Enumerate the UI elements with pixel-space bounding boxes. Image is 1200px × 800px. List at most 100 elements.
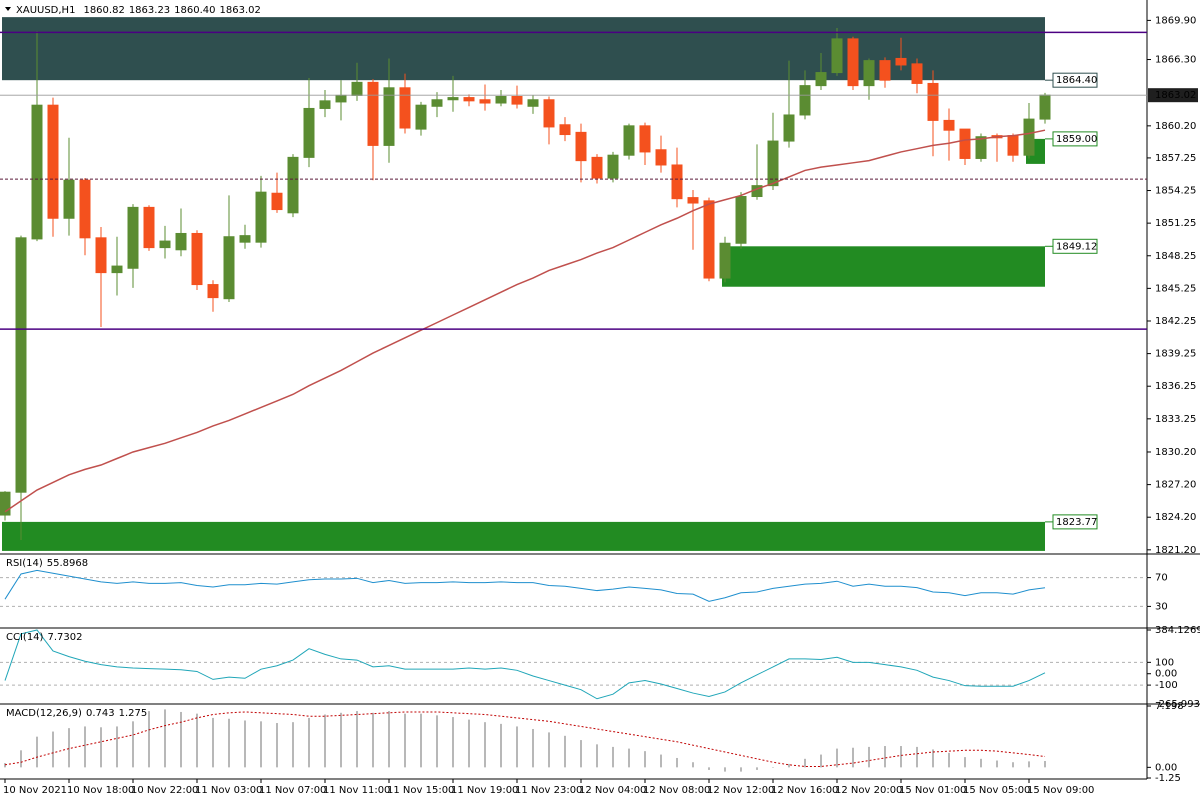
y-tick-label: 1830.20 bbox=[1155, 447, 1196, 458]
x-tick-label: 12 Nov 12:00 bbox=[707, 785, 774, 796]
macd-bar bbox=[756, 767, 758, 770]
candle-body bbox=[831, 38, 843, 74]
current-price-box bbox=[1148, 88, 1198, 103]
macd-bar bbox=[868, 746, 870, 768]
macd-bar bbox=[660, 754, 662, 768]
x-tick-label: 11 Nov 19:00 bbox=[451, 785, 518, 796]
macd-bar bbox=[212, 717, 214, 768]
candle-body bbox=[911, 63, 923, 84]
candle-body bbox=[0, 491, 11, 516]
candle-body bbox=[159, 240, 171, 249]
candle-body bbox=[143, 206, 155, 249]
candle-body bbox=[1023, 118, 1035, 156]
macd-bar bbox=[852, 747, 854, 768]
macd-bar bbox=[820, 754, 822, 768]
macd-bar bbox=[372, 712, 374, 768]
zone-label: 1864.40 bbox=[1056, 75, 1097, 86]
candle-body bbox=[623, 125, 635, 156]
macd-bar bbox=[916, 746, 918, 768]
indicator-title: CCI(14) bbox=[6, 632, 44, 643]
candle-body bbox=[943, 119, 955, 131]
y-tick-label: 7.198 bbox=[1155, 701, 1184, 712]
indicator-value: 55.8968 bbox=[47, 558, 88, 569]
macd-bar bbox=[548, 732, 550, 768]
macd-bar bbox=[676, 757, 678, 768]
zone-label: 1823.77 bbox=[1056, 517, 1097, 528]
zone-label-box bbox=[1052, 131, 1098, 147]
candle-body bbox=[239, 235, 251, 243]
y-tick-label: 1833.25 bbox=[1155, 414, 1196, 425]
candle-body bbox=[335, 94, 347, 103]
x-tick-label: 10 Nov 18:00 bbox=[67, 785, 134, 796]
y-tick-label: 1854.25 bbox=[1155, 186, 1196, 197]
zone-label-box bbox=[1052, 72, 1098, 88]
menu-arrow[interactable] bbox=[5, 7, 11, 11]
ohlc-value: 1860.82 bbox=[83, 5, 124, 16]
macd-bar bbox=[692, 762, 694, 768]
macd-bar bbox=[68, 728, 70, 768]
y-tick-label: 1827.20 bbox=[1155, 480, 1196, 491]
candle-body bbox=[575, 131, 587, 162]
macd-bar bbox=[532, 728, 534, 768]
candle-body bbox=[671, 164, 683, 200]
macd-bar bbox=[964, 757, 966, 768]
ohlc-value: 1863.23 bbox=[129, 5, 170, 16]
y-tick-label: 1836.25 bbox=[1155, 381, 1196, 392]
x-tick-label: 10 Nov 22:00 bbox=[131, 785, 198, 796]
ohlc-value: 1860.40 bbox=[174, 5, 215, 16]
macd-bar bbox=[228, 718, 230, 768]
zone-label: 1859.00 bbox=[1056, 134, 1097, 145]
y-tick-label: 1866.30 bbox=[1155, 55, 1196, 66]
candle-body bbox=[175, 232, 187, 251]
macd-bar bbox=[356, 711, 358, 768]
macd-bar bbox=[932, 749, 934, 768]
macd-bar bbox=[452, 717, 454, 768]
zone bbox=[722, 246, 1045, 287]
x-tick-label: 12 Nov 16:00 bbox=[771, 785, 838, 796]
macd-bar bbox=[884, 746, 886, 768]
macd-bar bbox=[292, 722, 294, 768]
x-tick-label: 12 Nov 08:00 bbox=[643, 785, 710, 796]
macd-bar bbox=[404, 713, 406, 768]
candle-body bbox=[447, 97, 459, 101]
macd-bar bbox=[516, 726, 518, 768]
x-tick-label: 11 Nov 03:00 bbox=[195, 785, 262, 796]
candle-body bbox=[111, 265, 123, 274]
macd-bar bbox=[1044, 761, 1046, 768]
macd-bar bbox=[340, 712, 342, 768]
macd-bar bbox=[500, 723, 502, 768]
candle-body bbox=[895, 57, 907, 66]
candle-body bbox=[271, 192, 283, 211]
macd-bar bbox=[1028, 761, 1030, 768]
macd-bar bbox=[596, 744, 598, 768]
macd-bar bbox=[132, 721, 134, 768]
macd-bar bbox=[900, 746, 902, 768]
candle-body bbox=[415, 104, 427, 130]
candle-body bbox=[591, 156, 603, 179]
candle-body bbox=[959, 128, 971, 159]
candle-body bbox=[431, 99, 443, 107]
x-tick-label: 11 Nov 11:00 bbox=[323, 785, 390, 796]
candle-body bbox=[879, 60, 891, 81]
macd-bar bbox=[244, 720, 246, 768]
candle-body bbox=[767, 140, 779, 187]
symbol-title: XAUUSD,H1 bbox=[16, 5, 75, 16]
x-tick-label: 12 Nov 20:00 bbox=[835, 785, 902, 796]
macd-bar bbox=[36, 736, 38, 768]
macd-bar bbox=[308, 717, 310, 768]
candle-body bbox=[687, 197, 699, 204]
macd-bar bbox=[436, 715, 438, 768]
indicator-line bbox=[4, 569, 1046, 602]
candle-body bbox=[127, 206, 139, 269]
macd-bar bbox=[164, 709, 166, 768]
indicator-line bbox=[4, 629, 1046, 700]
y-tick-label: -100 bbox=[1155, 680, 1178, 691]
macd-bar bbox=[628, 748, 630, 768]
x-tick-label: 12 Nov 04:00 bbox=[579, 785, 646, 796]
macd-bar bbox=[484, 722, 486, 768]
x-tick-label: 11 Nov 15:00 bbox=[387, 785, 454, 796]
candle-body bbox=[95, 237, 107, 274]
macd-bar bbox=[324, 714, 326, 768]
candle-body bbox=[863, 60, 875, 87]
y-tick-label: 1842.25 bbox=[1155, 316, 1196, 327]
